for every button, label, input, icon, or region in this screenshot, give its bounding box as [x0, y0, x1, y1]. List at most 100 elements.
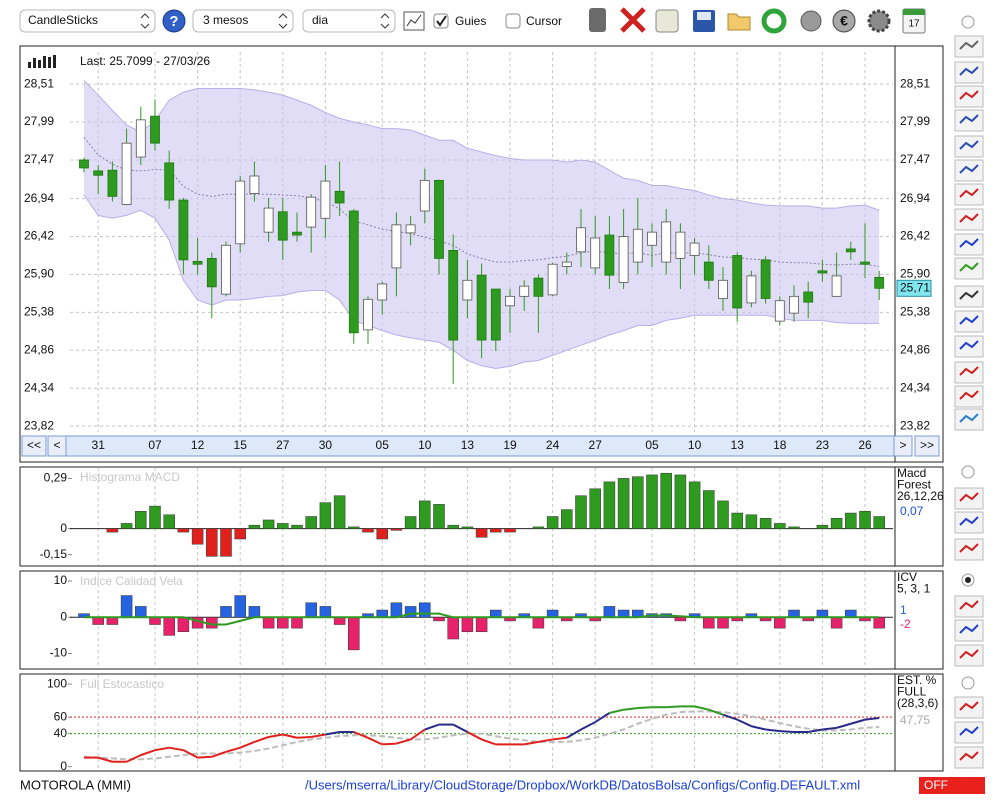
band-edge	[83, 80, 880, 211]
k-line	[708, 708, 724, 716]
select-arrows	[380, 13, 390, 29]
bar	[106, 617, 119, 625]
bar	[376, 528, 388, 540]
tool-button[interactable]	[954, 619, 984, 642]
candle-body	[419, 179, 430, 212]
radio-button[interactable]	[961, 676, 975, 690]
tool-button[interactable]	[954, 361, 984, 384]
x-tick-label: 15	[234, 438, 248, 452]
chart-icon[interactable]	[403, 11, 425, 31]
x-tick-label: 30	[319, 438, 333, 452]
tool-button[interactable]	[954, 721, 984, 744]
y-tick-label-right: 27,47	[900, 152, 930, 166]
candle-body	[377, 283, 388, 301]
logo-bar	[53, 55, 56, 68]
side-label: Forest	[897, 478, 932, 492]
period-select[interactable]	[192, 9, 294, 33]
side-label: (28,3,6)	[897, 696, 938, 710]
logo-bar	[48, 57, 51, 68]
nav-button[interactable]	[47, 435, 67, 457]
bar	[774, 523, 786, 529]
y-tick-label: 0,29	[44, 471, 68, 485]
nav-button[interactable]	[914, 435, 940, 457]
nav-button[interactable]	[893, 435, 913, 457]
bar	[660, 472, 672, 529]
y-tick-label: 27,99	[24, 114, 54, 128]
tool-button[interactable]	[954, 511, 984, 534]
bar	[319, 606, 332, 618]
candle-body	[703, 261, 714, 281]
y-tick-label: 24,34	[24, 380, 54, 394]
chart-type-select[interactable]	[19, 9, 156, 33]
tool-button[interactable]	[954, 159, 984, 182]
tool-icon	[959, 290, 979, 300]
candle-body	[831, 275, 842, 297]
footer-path: /Users/mserra/Library/CloudStorage/Dropb…	[305, 777, 860, 792]
calendar-top	[903, 9, 925, 15]
tool-button[interactable]	[954, 183, 984, 206]
tool-icon	[959, 516, 979, 526]
tool-button[interactable]	[954, 696, 984, 719]
trash-button[interactable]	[589, 8, 606, 32]
bar	[135, 606, 147, 618]
tool-button[interactable]	[954, 85, 984, 108]
tool-button[interactable]	[954, 595, 984, 618]
y-tick-label: 40	[54, 726, 68, 740]
tool-icon	[959, 238, 979, 248]
panel-title: Full Estocastico	[80, 677, 164, 691]
k-line	[779, 730, 795, 733]
cursor-checkbox[interactable]	[505, 13, 521, 29]
open-button[interactable]	[727, 13, 751, 31]
bar	[447, 617, 459, 640]
k-line	[566, 728, 582, 739]
panel-title: Indice Calidad Vela	[80, 574, 183, 588]
tool-button[interactable]	[954, 233, 984, 256]
tool-button[interactable]	[954, 538, 984, 561]
k-line	[325, 731, 340, 736]
tool-button[interactable]	[954, 408, 984, 431]
nav-button[interactable]	[21, 435, 47, 457]
select-arrows	[278, 13, 288, 29]
interval-value: dia	[312, 13, 328, 27]
tool-button[interactable]	[954, 385, 984, 408]
tool-button[interactable]	[954, 61, 984, 84]
tool-button[interactable]	[954, 746, 984, 769]
tool-button[interactable]	[954, 135, 984, 158]
tool-button[interactable]	[954, 335, 984, 358]
bar	[419, 500, 431, 529]
bar	[461, 526, 474, 529]
bar	[461, 617, 474, 633]
globe-button[interactable]	[800, 10, 822, 32]
delete-button[interactable]	[620, 7, 646, 33]
tool-button[interactable]	[954, 109, 984, 132]
tool-button[interactable]	[954, 487, 984, 510]
tool-button[interactable]	[954, 310, 984, 333]
tool-button[interactable]	[954, 285, 984, 308]
tool-button[interactable]	[954, 257, 984, 280]
print-button[interactable]	[655, 9, 679, 33]
tool-button[interactable]	[954, 208, 984, 231]
tool-icon	[959, 751, 979, 761]
tool-icon	[959, 492, 979, 502]
tool-button[interactable]	[954, 35, 984, 58]
bar	[262, 617, 275, 629]
refresh-button[interactable]	[761, 8, 787, 34]
candle-body	[249, 175, 260, 194]
status-badge[interactable]	[919, 777, 985, 794]
interval-select[interactable]	[302, 9, 396, 33]
status-text: OFF	[924, 778, 948, 792]
currency-button[interactable]	[832, 9, 856, 33]
bar	[475, 617, 488, 633]
radio-button[interactable]	[961, 15, 975, 29]
k-line	[169, 746, 184, 752]
logo-bar	[33, 58, 36, 68]
bar	[106, 528, 119, 533]
settings-button[interactable]	[867, 9, 891, 33]
help-button[interactable]	[162, 9, 186, 33]
tool-icon	[959, 315, 979, 325]
y-tick-label: 25,90	[24, 267, 54, 281]
candle-body	[192, 260, 203, 265]
tool-button[interactable]	[954, 644, 984, 667]
k-line	[382, 742, 397, 746]
radio-button[interactable]	[961, 465, 975, 479]
